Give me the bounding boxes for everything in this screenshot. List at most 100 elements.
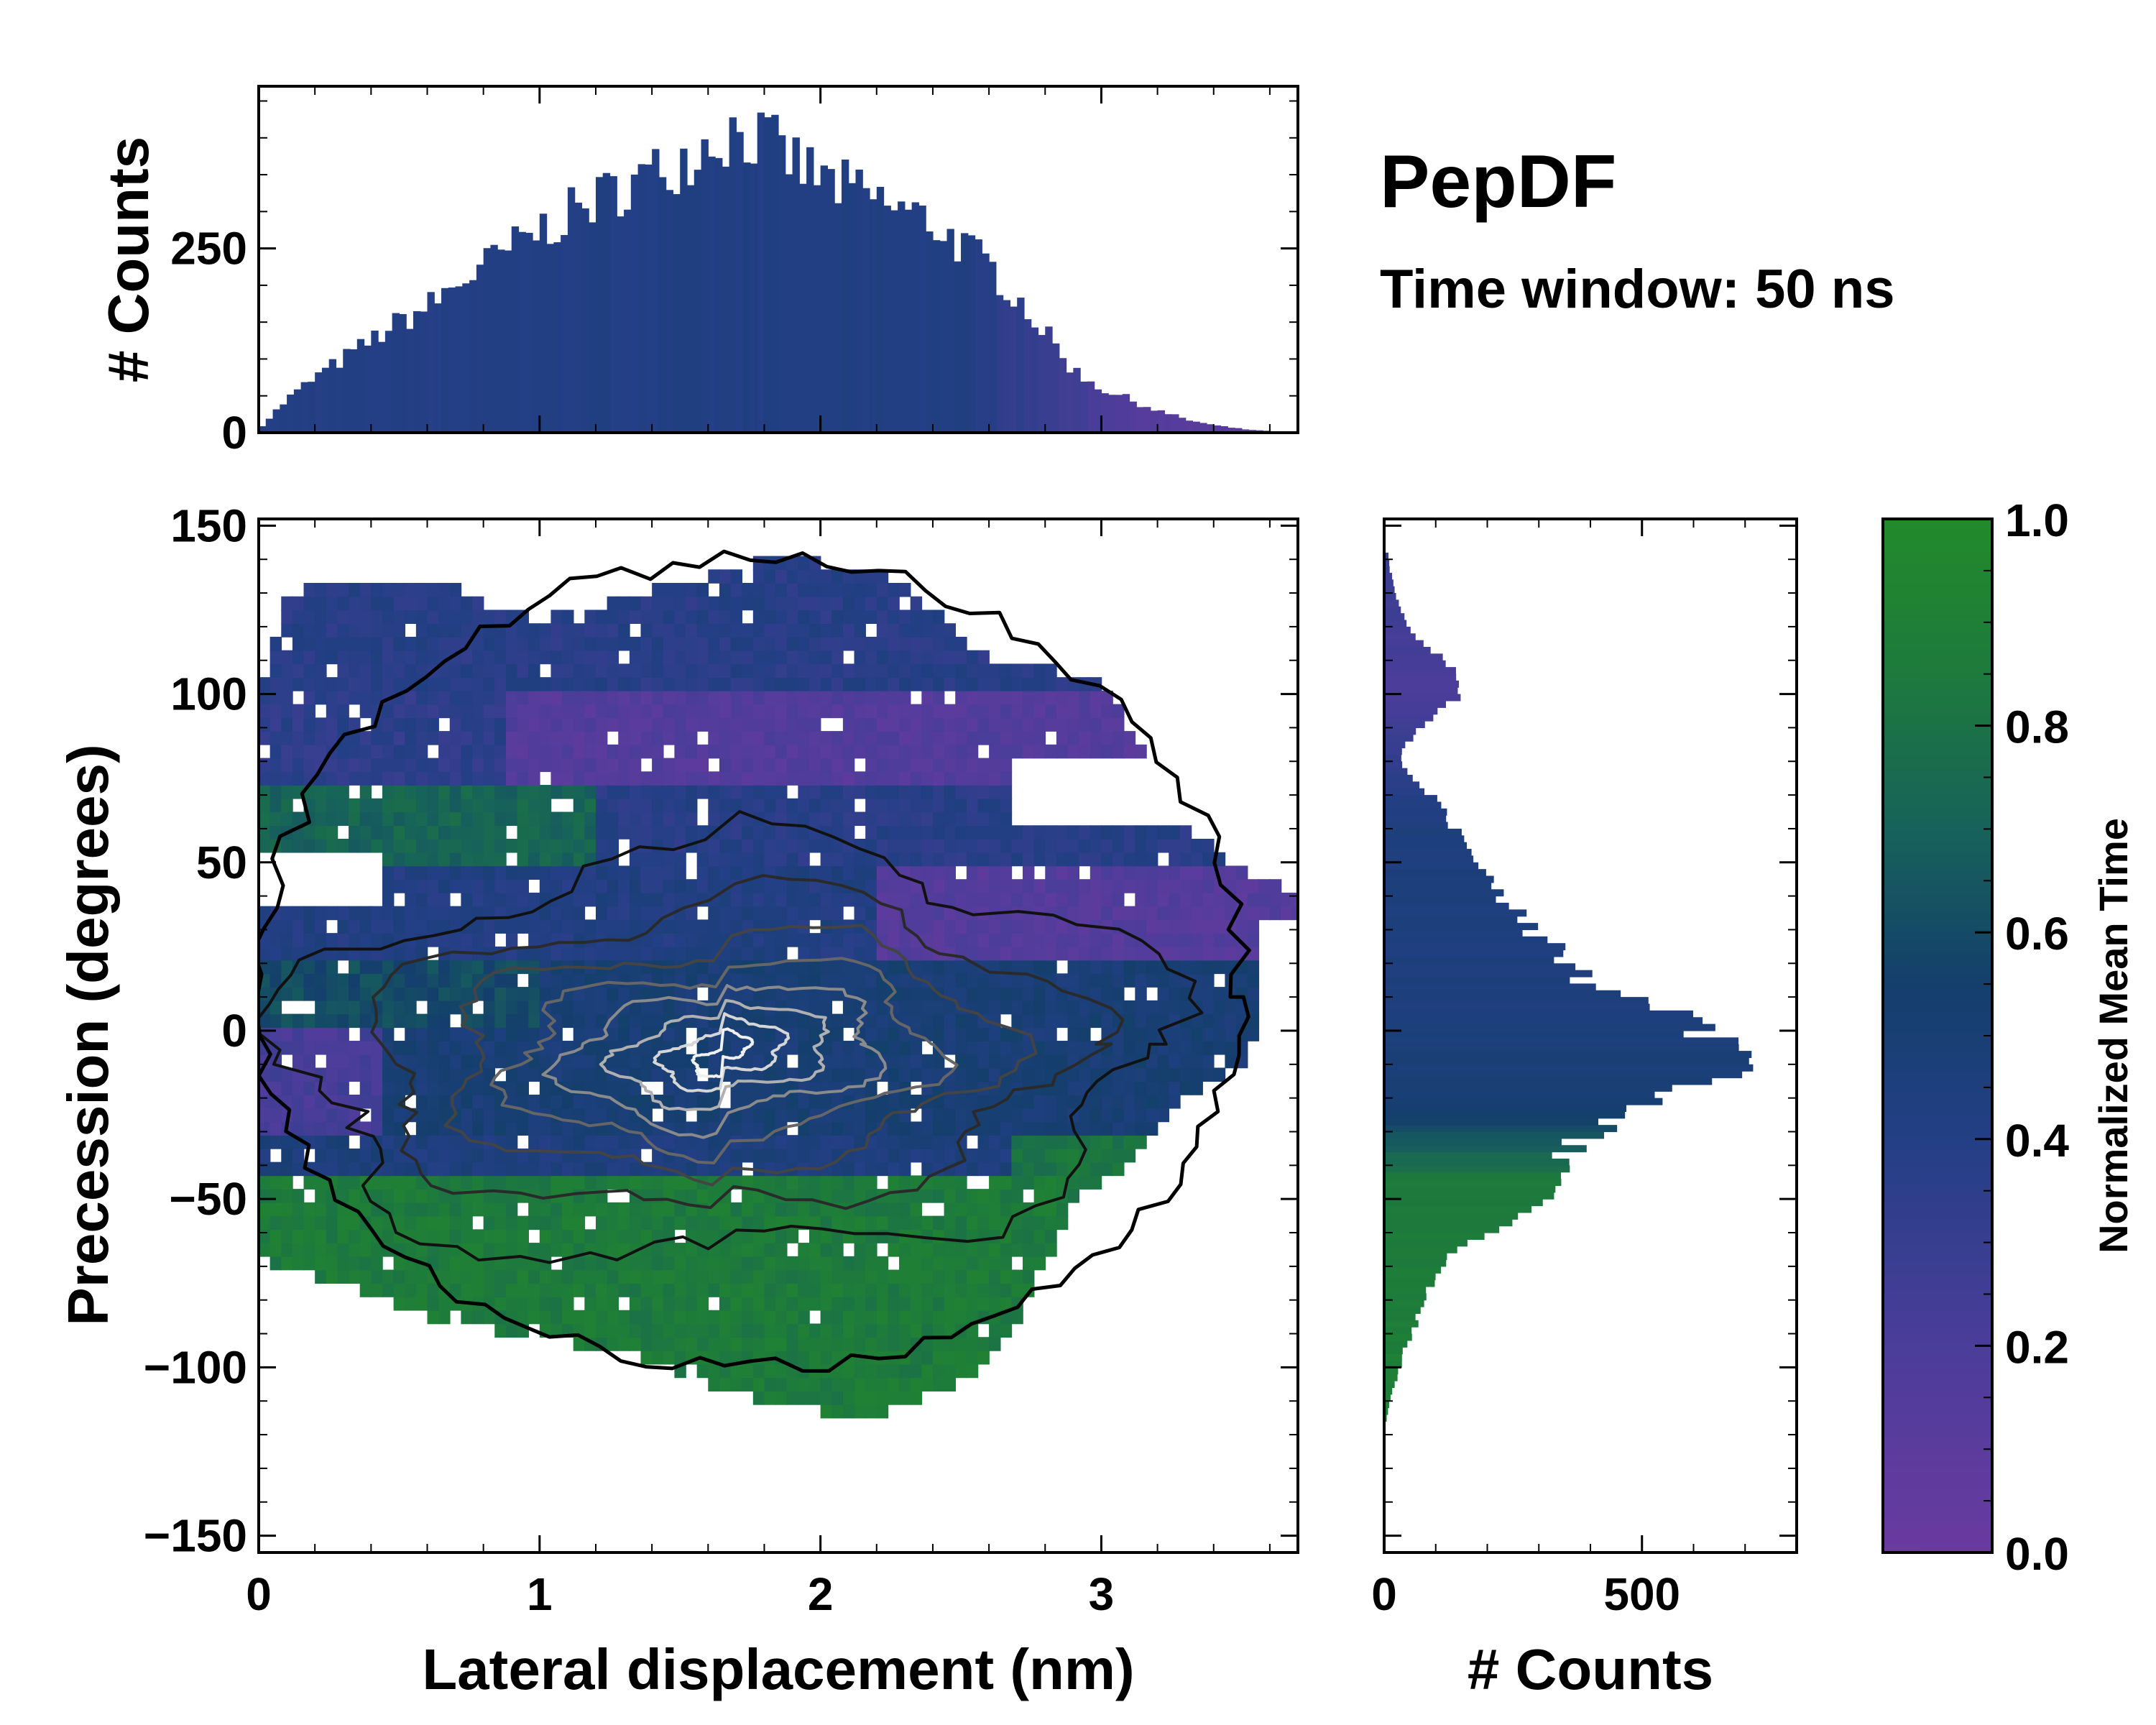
heatmap-cell	[910, 623, 923, 638]
heatmap-cell	[303, 1175, 315, 1190]
right-histogram-bar	[1384, 1361, 1402, 1368]
heatmap-cell	[663, 690, 676, 705]
heatmap-cell	[349, 1094, 361, 1109]
heatmap-cell	[595, 1310, 608, 1325]
heatmap-cell	[686, 758, 698, 773]
right-histogram-bar	[1384, 862, 1479, 870]
heatmap-cell	[405, 610, 417, 625]
heatmap-cell	[393, 825, 406, 840]
heatmap-cell	[438, 596, 451, 611]
heatmap-cell	[449, 1148, 462, 1163]
density-contour	[443, 924, 1038, 1187]
heatmap-cell	[505, 1135, 518, 1149]
heatmap-cell	[798, 1283, 810, 1297]
heatmap-cell	[292, 1094, 305, 1109]
heatmap-cell	[539, 717, 552, 732]
heatmap-cell	[494, 879, 507, 893]
heatmap-cell	[1179, 825, 1192, 840]
heatmap-cell	[708, 933, 720, 947]
heatmap-cell	[808, 569, 821, 584]
heatmap-cell	[326, 596, 338, 611]
heatmap-cell	[696, 1108, 709, 1123]
heatmap-cell	[1202, 973, 1215, 988]
heatmap-cell	[1023, 933, 1035, 947]
heatmap-cell	[517, 946, 529, 961]
heatmap-cell	[798, 650, 810, 665]
heatmap-cell	[752, 960, 765, 975]
heatmap-cell	[1089, 1175, 1102, 1190]
heatmap-cell	[640, 744, 653, 759]
heatmap-cell	[1112, 1162, 1125, 1177]
heatmap-cell	[393, 1135, 406, 1149]
heatmap-cell	[831, 569, 844, 584]
heatmap-cell	[1045, 1108, 1057, 1123]
heatmap-cell	[315, 1215, 327, 1230]
heatmap-cell	[1067, 1081, 1079, 1095]
heatmap-cell	[449, 933, 462, 947]
heatmap-cell	[764, 663, 776, 678]
heatmap-cell	[337, 1269, 349, 1284]
heatmap-cell	[865, 731, 877, 745]
top-histogram-bar	[757, 112, 765, 433]
top-histogram-bar	[462, 283, 470, 433]
heatmap-cell	[449, 596, 462, 611]
heatmap-cell	[854, 933, 866, 947]
heatmap-cell	[1000, 785, 1013, 799]
heatmap-cell	[764, 973, 776, 988]
heatmap-cell	[932, 1229, 945, 1243]
heatmap-cell	[798, 556, 810, 571]
heatmap-cell	[618, 1108, 630, 1123]
heatmap-cell	[584, 744, 596, 759]
heatmap-cell	[1056, 1054, 1069, 1069]
heatmap-cell	[820, 744, 833, 759]
heatmap-cell	[1011, 825, 1023, 840]
heatmap-cell	[652, 650, 664, 665]
heatmap-cell	[1146, 1081, 1158, 1095]
heatmap-cell	[382, 838, 395, 853]
top-histogram-bar	[1017, 298, 1025, 433]
heatmap-cell	[1011, 1243, 1023, 1257]
heatmap-cell	[1045, 960, 1057, 975]
heatmap-cell	[1056, 933, 1069, 947]
heatmap-cell	[528, 636, 540, 651]
heatmap-cell	[944, 1243, 957, 1257]
heatmap-cell	[595, 704, 608, 719]
heatmap-cell	[808, 933, 821, 947]
heatmap-cell	[607, 1081, 619, 1095]
heatmap-cell	[1033, 1067, 1046, 1082]
heatmap-cell	[786, 973, 799, 988]
heatmap-cell	[1112, 973, 1125, 988]
heatmap-cell	[876, 1041, 889, 1055]
heatmap-cell	[405, 785, 417, 799]
top-histogram-bar	[581, 208, 589, 433]
heatmap-cell	[472, 1013, 484, 1029]
heatmap-cell	[629, 1256, 642, 1271]
heatmap-cell	[1101, 704, 1113, 719]
heatmap-cell	[461, 1041, 473, 1055]
heatmap-cell	[573, 1162, 586, 1177]
heatmap-cell	[910, 1269, 923, 1284]
heatmap-cell	[674, 623, 686, 638]
heatmap-cell	[405, 731, 417, 745]
top-histogram-bar	[961, 233, 969, 433]
heatmap-cell	[1146, 852, 1158, 867]
heatmap-cell	[854, 973, 866, 988]
heatmap-cell	[1056, 1162, 1069, 1177]
heatmap-cell	[932, 1041, 945, 1055]
heatmap-cell	[686, 798, 698, 813]
heatmap-cell	[842, 1135, 855, 1149]
heatmap-cell	[696, 677, 709, 691]
heatmap-cell	[989, 811, 1001, 827]
top-histogram-bar	[637, 164, 645, 433]
heatmap-cell	[842, 1363, 855, 1379]
heatmap-cell	[910, 987, 923, 1001]
heatmap-cell	[483, 610, 496, 625]
heatmap-cell	[910, 1283, 923, 1297]
heatmap-cell	[539, 919, 552, 934]
heatmap-cell	[461, 690, 473, 705]
heatmap-cell	[663, 650, 676, 665]
heatmap-cell	[427, 973, 439, 988]
heatmap-cell	[854, 1067, 866, 1082]
heatmap-cell	[955, 811, 967, 827]
heatmap-cell	[1169, 1027, 1181, 1041]
